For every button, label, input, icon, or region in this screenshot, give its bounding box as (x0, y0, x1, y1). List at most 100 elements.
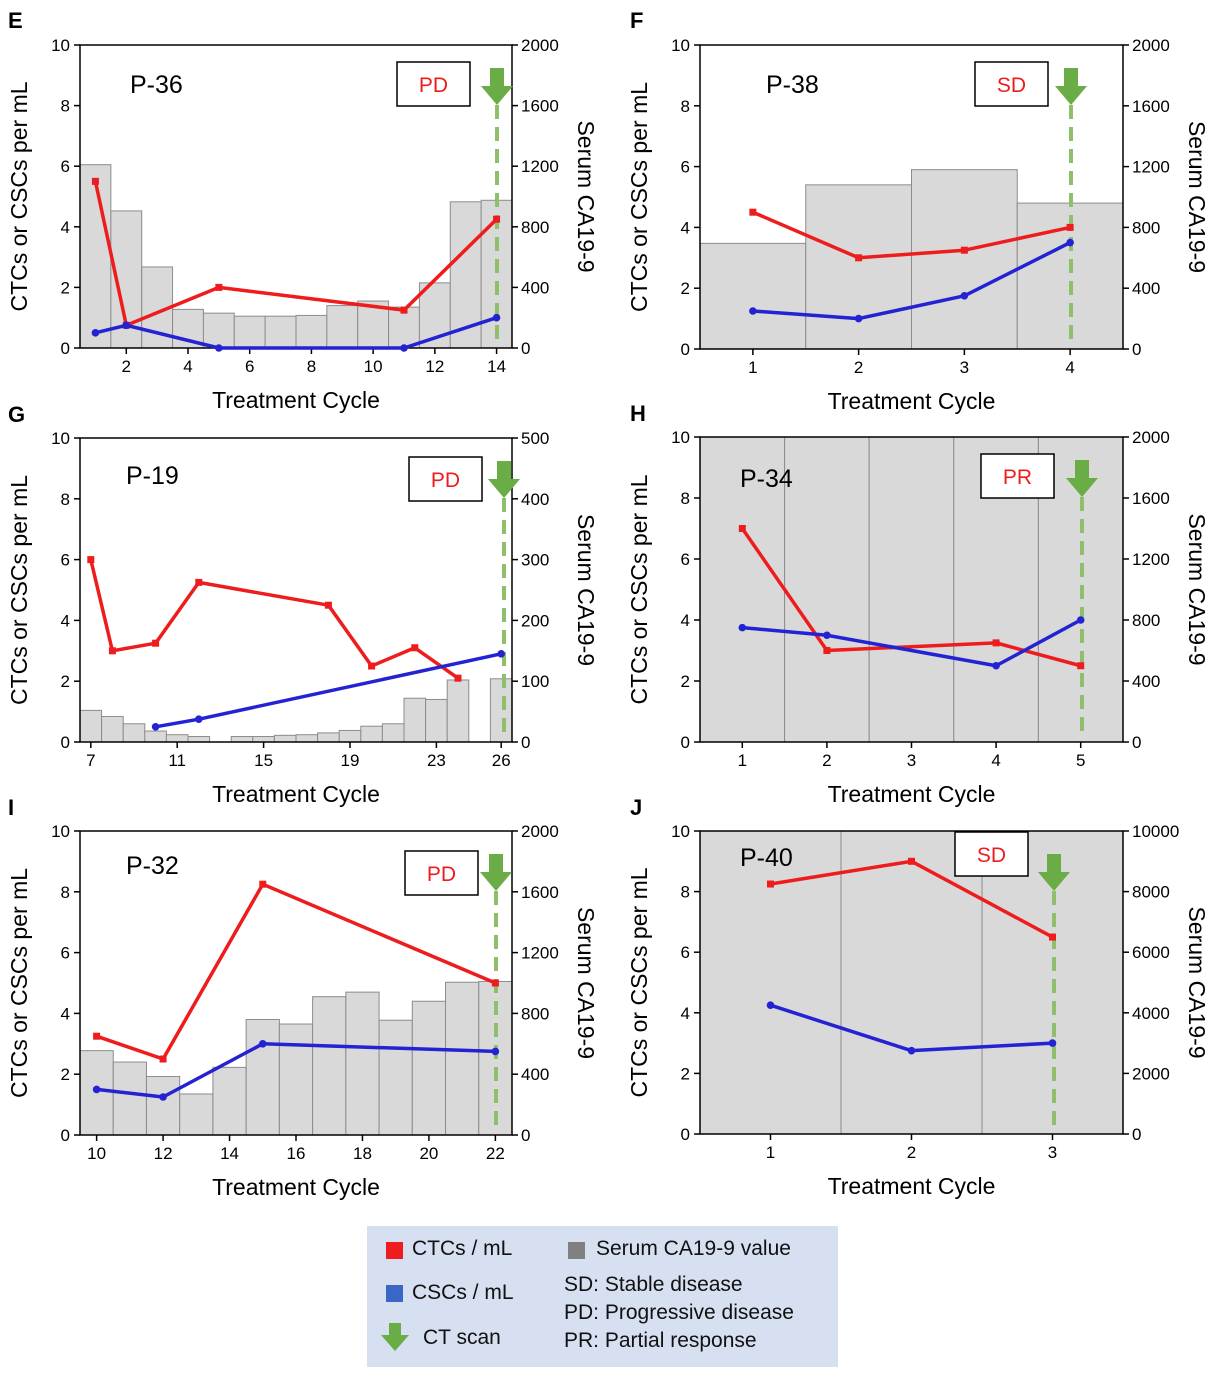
ca19-9-bar (79, 164, 112, 349)
y-right-tick-label: 400 (521, 490, 549, 509)
y-right-tick-label: 500 (521, 429, 549, 448)
ca19-9-bar (273, 734, 297, 743)
legend: CTCs / mL CSCs / mL CT scan Serum CA19-9… (367, 1226, 838, 1367)
y-left-tick-label: 8 (681, 97, 690, 116)
ca19-9-bar (212, 1066, 247, 1136)
status-box (396, 61, 471, 107)
y-left-tick-label: 2 (681, 279, 690, 298)
y-left-tick-label: 6 (61, 157, 70, 176)
csc-point (1048, 1039, 1057, 1047)
y-right-tick-label: 400 (521, 278, 549, 297)
y-right-tick-label: 1600 (1132, 97, 1170, 116)
ca19-9-bar (245, 1018, 280, 1136)
y-left-tick-label: 6 (61, 551, 70, 570)
status-label: PR (1003, 466, 1032, 489)
ctc-point (1049, 933, 1056, 941)
y-left-tick-label: 10 (671, 428, 690, 447)
y-right-tick-label: 200 (521, 611, 549, 630)
ctc-point (1077, 662, 1085, 670)
y-right-tick-label: 0 (521, 1126, 530, 1145)
y-right-tick-label: 1200 (1132, 158, 1170, 177)
pr-legend-label: PR: Partial response (564, 1329, 757, 1352)
status-label: SD (997, 74, 1026, 97)
y-left-tick-label: 0 (681, 340, 690, 359)
ca19-9-bar (425, 698, 448, 743)
y-right-tick-label: 400 (1132, 672, 1160, 691)
x-tick-label: 3 (1048, 1143, 1057, 1162)
y-right-axis-title: Serum CA19-9 (1184, 513, 1210, 665)
ca19-9-bar (805, 184, 912, 350)
ca19-9-bar (295, 314, 328, 349)
y-left-tick-label: 4 (681, 218, 690, 237)
y-right-axis-title: Serum CA19-9 (573, 514, 599, 666)
csc-point (159, 1093, 167, 1101)
y-right-axis-title: Serum CA19-9 (573, 120, 599, 272)
x-tick-label: 14 (220, 1144, 239, 1163)
panel-letter: H (630, 401, 646, 426)
ca19-9-bar (144, 730, 167, 743)
y-left-tick-label: 2 (61, 672, 70, 691)
x-axis-title: Treatment Cycle (212, 1174, 380, 1200)
ctc-legend-label: CTCs / mL (412, 1237, 513, 1260)
csc-point (400, 344, 408, 352)
panel-i: I 0 2 4 6 8 10 0 400 800 1200 1600 2000 10 12 14 16 18 20 2… (6, 795, 599, 1200)
x-tick-label: 2 (907, 1143, 916, 1162)
ctc-point (368, 662, 376, 670)
y-right-tick-label: 1600 (1132, 489, 1170, 508)
ctc-point (738, 525, 746, 532)
ct-scan-arrow-icon (1055, 68, 1087, 105)
y-left-tick-label: 8 (681, 883, 690, 902)
y-right-tick-label: 0 (1132, 340, 1141, 359)
ct-scan-arrow-icon (1038, 854, 1070, 891)
y-right-tick-label: 800 (521, 218, 549, 237)
ctc-point (195, 578, 203, 586)
csc-legend-label: CSCs / mL (412, 1281, 514, 1304)
csc-point (766, 1001, 775, 1010)
y-left-tick-label: 2 (681, 1064, 690, 1083)
x-tick-label: 10 (87, 1144, 106, 1163)
y-left-tick-label: 0 (61, 1126, 70, 1145)
y-left-tick-label: 6 (681, 158, 690, 177)
x-tick-label: 7 (86, 751, 95, 770)
y-right-axis-title: Serum CA19-9 (1184, 906, 1210, 1058)
y-left-tick-label: 2 (61, 278, 70, 297)
ca19-9-bar (345, 991, 380, 1136)
ca19-9-bar (784, 436, 870, 743)
ca19-9-bar (381, 723, 405, 743)
ca19-9-bar (187, 736, 211, 743)
ctc-point (215, 283, 223, 291)
y-left-tick-label: 8 (681, 489, 690, 508)
pd-legend-label: PD: Progressive disease (564, 1301, 794, 1324)
y-right-tick-label: 1600 (521, 97, 559, 116)
ca19-9-bar (252, 736, 275, 743)
panel-letter: I (8, 795, 14, 820)
csc-point (492, 313, 501, 322)
ca19-9-bar (112, 1061, 147, 1136)
ctc-point (960, 246, 968, 254)
x-tick-label: 5 (1076, 751, 1085, 770)
x-tick-label: 3 (907, 751, 916, 770)
csc-point (151, 723, 160, 731)
ca19-9-bar (699, 242, 807, 350)
csc-point (854, 314, 863, 323)
ca19-9-bar (122, 723, 146, 743)
csc-point (823, 631, 831, 640)
y-right-tick-label: 10000 (1132, 822, 1179, 841)
y-left-tick-label: 10 (51, 822, 70, 841)
ctc-point (87, 556, 95, 564)
csc-point (749, 307, 757, 315)
y-left-tick-label: 6 (681, 943, 690, 962)
y-right-tick-label: 0 (521, 733, 530, 752)
ca19-9-bar (317, 732, 340, 743)
y-left-tick-label: 4 (61, 218, 70, 237)
csc-point (215, 344, 223, 352)
x-tick-label: 2 (822, 751, 831, 770)
y-right-tick-label: 400 (1132, 279, 1160, 298)
x-tick-label: 16 (287, 1144, 306, 1163)
x-tick-label: 1 (766, 1143, 775, 1162)
csc-point (1076, 616, 1085, 624)
x-tick-label: 15 (254, 751, 273, 770)
x-tick-label: 23 (427, 751, 446, 770)
patient-label: P-36 (130, 71, 183, 99)
x-axis-title: Treatment Cycle (828, 1173, 996, 1199)
